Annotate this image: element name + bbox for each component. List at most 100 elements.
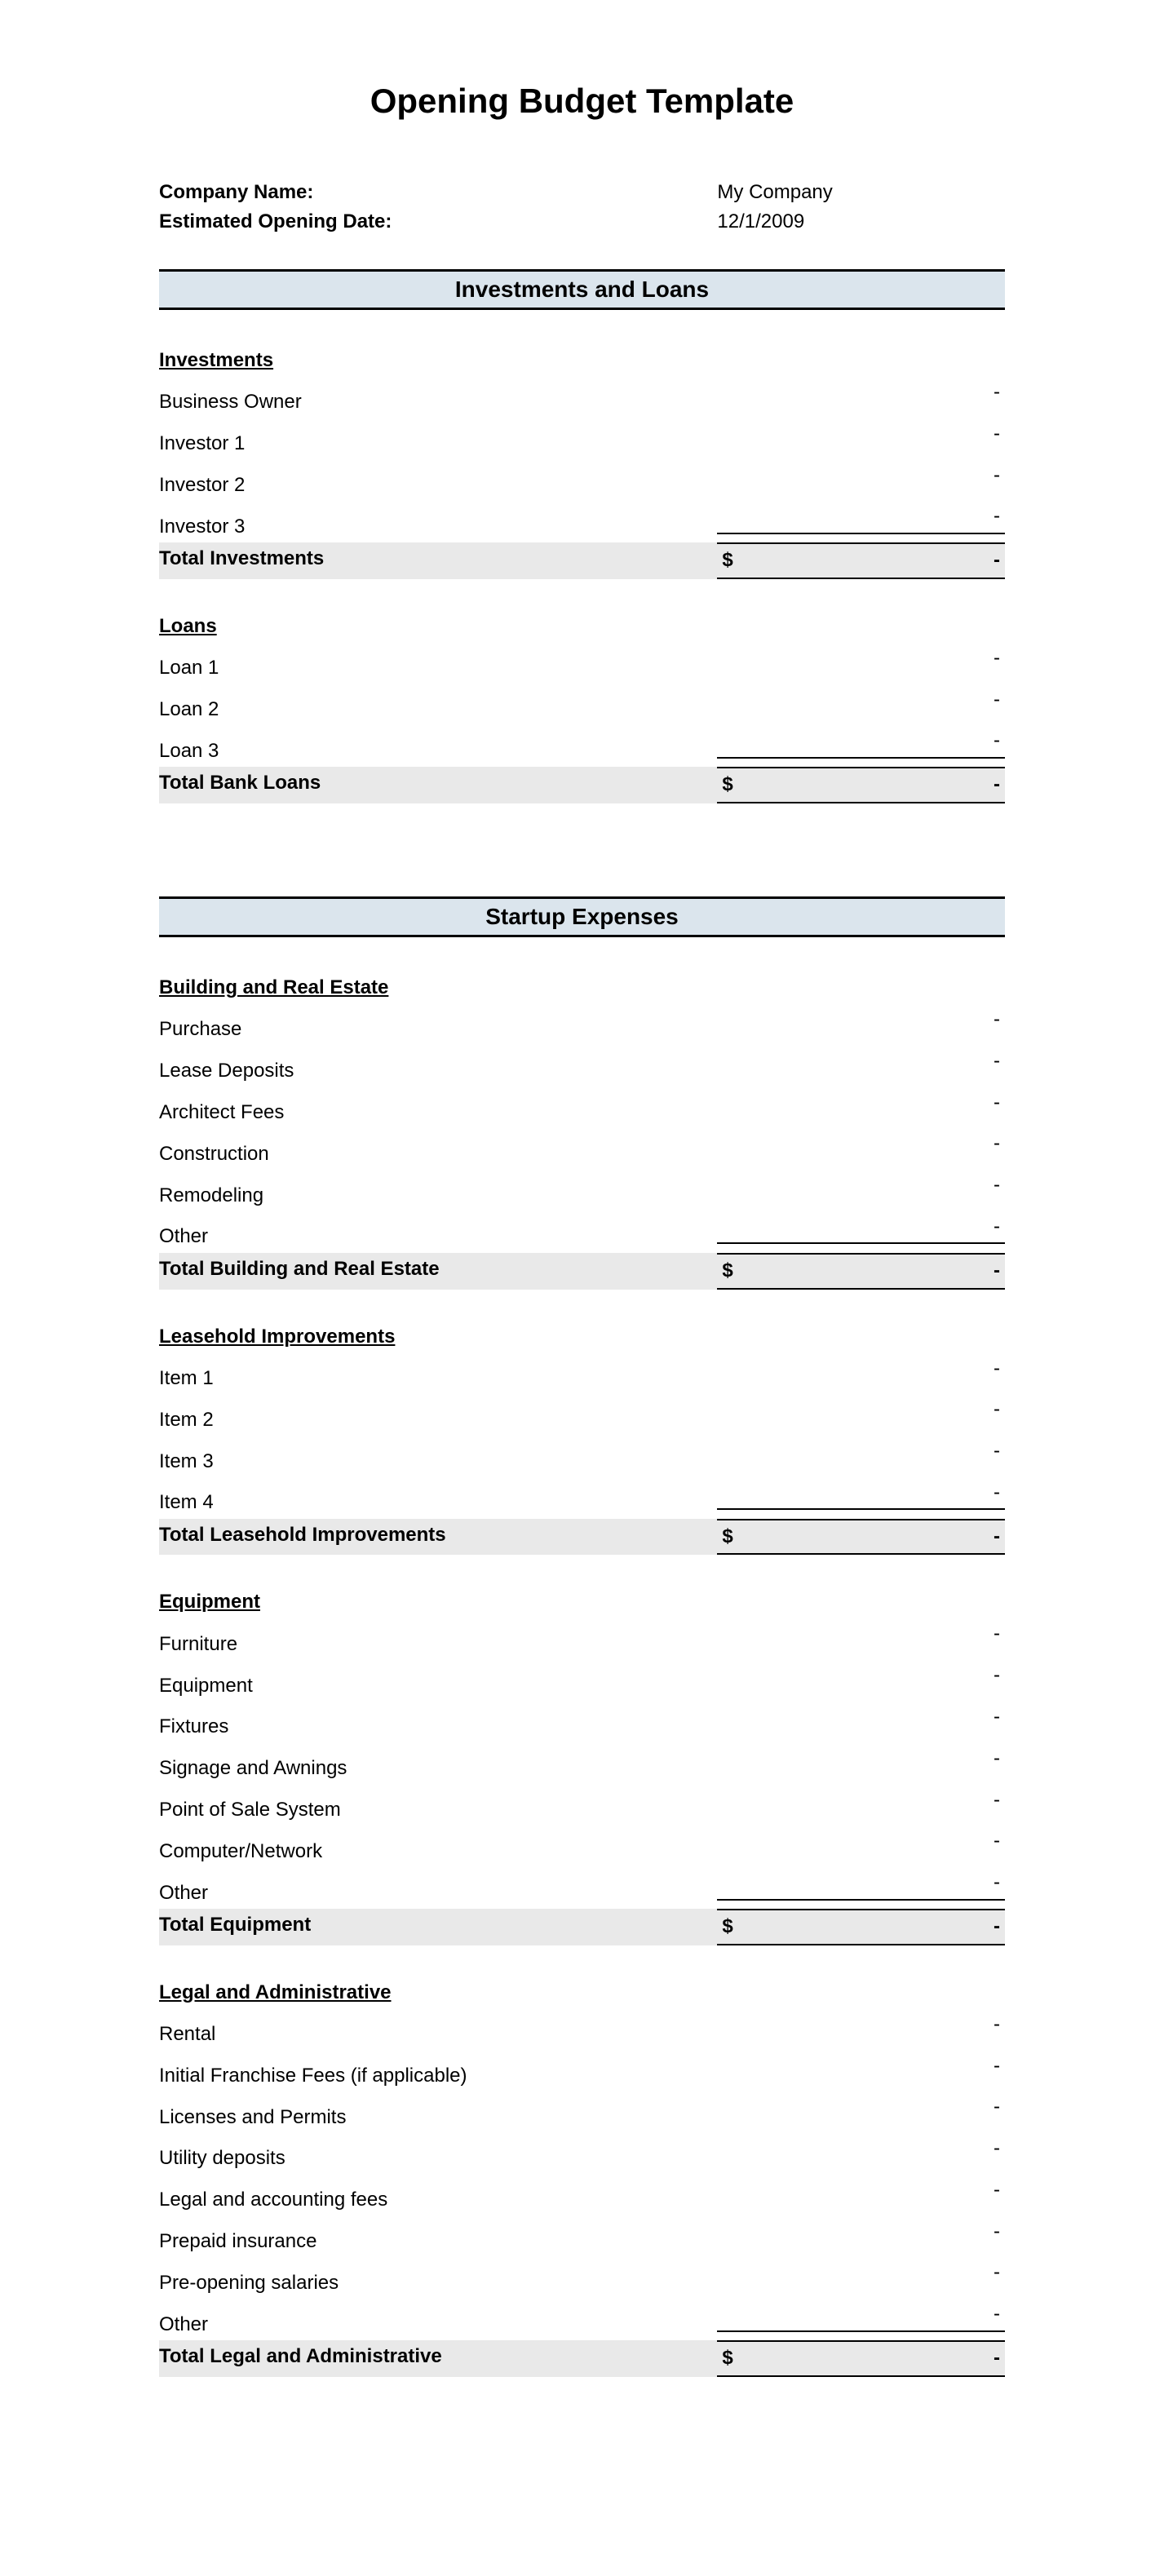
line-label: Purchase <box>159 1014 717 1045</box>
line-row: Computer/Network- <box>159 1826 1005 1867</box>
line-value: - <box>994 1128 1000 1159</box>
line-value: - <box>994 1436 1000 1467</box>
line-row: Furniture- <box>159 1618 1005 1660</box>
line-row: Architect Fees- <box>159 1087 1005 1129</box>
line-value: - <box>994 1477 1000 1508</box>
line-value-cell: - <box>717 725 1005 758</box>
line-row: Prepaid insurance- <box>159 2216 1005 2258</box>
line-row: Loan 2 - <box>159 684 1005 726</box>
line-value: - <box>994 1660 1000 1691</box>
line-value-cell: - <box>717 2216 1005 2247</box>
line-value-cell: - <box>717 418 1005 449</box>
group-subheader: Equipment <box>159 1591 1005 1613</box>
line-value: - <box>994 460 1000 491</box>
line-label: Remodeling <box>159 1180 717 1211</box>
line-value-cell: - <box>717 1128 1005 1159</box>
total-value: - <box>994 544 1000 578</box>
total-value-cell: $- <box>717 767 1005 803</box>
line-label: Signage and Awnings <box>159 1753 717 1784</box>
total-label: Total Building and Real Estate <box>159 1253 717 1290</box>
line-value-cell: - <box>717 1660 1005 1691</box>
line-label: Other <box>159 1878 717 1909</box>
line-label: Loan 2 <box>159 694 717 725</box>
line-row: Other- <box>159 1211 1005 1253</box>
line-value: - <box>994 501 1000 532</box>
line-value-cell: - <box>717 1004 1005 1035</box>
line-label: Construction <box>159 1139 717 1170</box>
line-label: Business Owner <box>159 387 717 418</box>
line-label: Item 3 <box>159 1446 717 1477</box>
line-value-cell: - <box>717 2051 1005 2082</box>
line-label: Investor 3 <box>159 511 717 542</box>
line-row: Investor 1- <box>159 418 1005 460</box>
total-row: Total Bank Loans$- <box>159 767 1005 803</box>
line-label: Furniture <box>159 1629 717 1660</box>
line-value: - <box>994 684 1000 715</box>
total-row: Total Legal and Administrative$- <box>159 2340 1005 2377</box>
meta-value-company: My Company <box>717 178 1005 207</box>
line-label: Other <box>159 2309 717 2340</box>
line-row: Fixtures- <box>159 1702 1005 1743</box>
line-row: Remodeling - <box>159 1170 1005 1211</box>
line-value-cell: - <box>717 2175 1005 2206</box>
line-row: Pre-opening salaries- <box>159 2257 1005 2299</box>
line-value: - <box>994 377 1000 408</box>
line-value-cell: - <box>717 643 1005 674</box>
line-row: Purchase- <box>159 1004 1005 1046</box>
line-value: - <box>994 1743 1000 1774</box>
section-header: Startup Expenses <box>159 896 1005 937</box>
total-value: - <box>994 2342 1000 2375</box>
group-subheader: Investments <box>159 349 1005 372</box>
total-value: - <box>994 1255 1000 1288</box>
line-value: - <box>994 418 1000 449</box>
total-value-cell: $- <box>717 542 1005 579</box>
meta-value-date: 12/1/2009 <box>717 207 1005 237</box>
line-value-cell: - <box>717 460 1005 491</box>
line-label: Item 2 <box>159 1405 717 1436</box>
group-subheader: Legal and Administrative <box>159 1981 1005 2004</box>
line-value: - <box>994 2175 1000 2206</box>
line-value-cell: - <box>717 1477 1005 1510</box>
line-value: - <box>994 1867 1000 1898</box>
line-value-cell: - <box>717 2009 1005 2040</box>
total-row: Total Building and Real Estate$- <box>159 1253 1005 1290</box>
line-label: Legal and accounting fees <box>159 2184 717 2215</box>
line-value: - <box>994 643 1000 674</box>
line-value-cell: - <box>717 501 1005 533</box>
group-subheader: Loans <box>159 615 1005 638</box>
line-label: Other <box>159 1221 717 1252</box>
line-value: - <box>994 1170 1000 1201</box>
meta-label-company: Company Name: <box>159 178 717 207</box>
line-value-cell: - <box>717 1826 1005 1857</box>
total-row: Total Investments$- <box>159 542 1005 579</box>
line-row: Construction - <box>159 1128 1005 1170</box>
line-value: - <box>994 2257 1000 2288</box>
line-value-cell: - <box>717 2257 1005 2288</box>
line-label: Lease Deposits <box>159 1056 717 1087</box>
line-value-cell: - <box>717 1353 1005 1384</box>
line-label: Utility deposits <box>159 2143 717 2174</box>
line-label: Investor 2 <box>159 470 717 501</box>
line-value-cell: - <box>717 377 1005 408</box>
total-currency: $ <box>722 1910 732 1944</box>
line-row: Investor 3 - <box>159 501 1005 542</box>
total-currency: $ <box>722 544 732 578</box>
line-label: Point of Sale System <box>159 1795 717 1826</box>
page-title: Opening Budget Template <box>159 82 1005 121</box>
line-value: - <box>994 2091 1000 2122</box>
meta-label-date: Estimated Opening Date: <box>159 207 717 237</box>
section-spacer <box>159 839 1005 896</box>
meta-row-company: Company Name: My Company <box>159 178 1005 207</box>
line-value: - <box>994 2133 1000 2164</box>
line-value: - <box>994 1785 1000 1816</box>
line-row: Utility deposits - <box>159 2133 1005 2175</box>
total-value: - <box>994 1520 1000 1554</box>
line-value: - <box>994 2051 1000 2082</box>
total-row: Total Equipment$- <box>159 1909 1005 1945</box>
line-value-cell: - <box>717 2091 1005 2122</box>
line-value-cell: - <box>717 1618 1005 1649</box>
line-value: - <box>994 2299 1000 2330</box>
line-row: Business Owner - <box>159 377 1005 418</box>
meta-row-date: Estimated Opening Date: 12/1/2009 <box>159 207 1005 237</box>
line-label: Item 1 <box>159 1363 717 1394</box>
